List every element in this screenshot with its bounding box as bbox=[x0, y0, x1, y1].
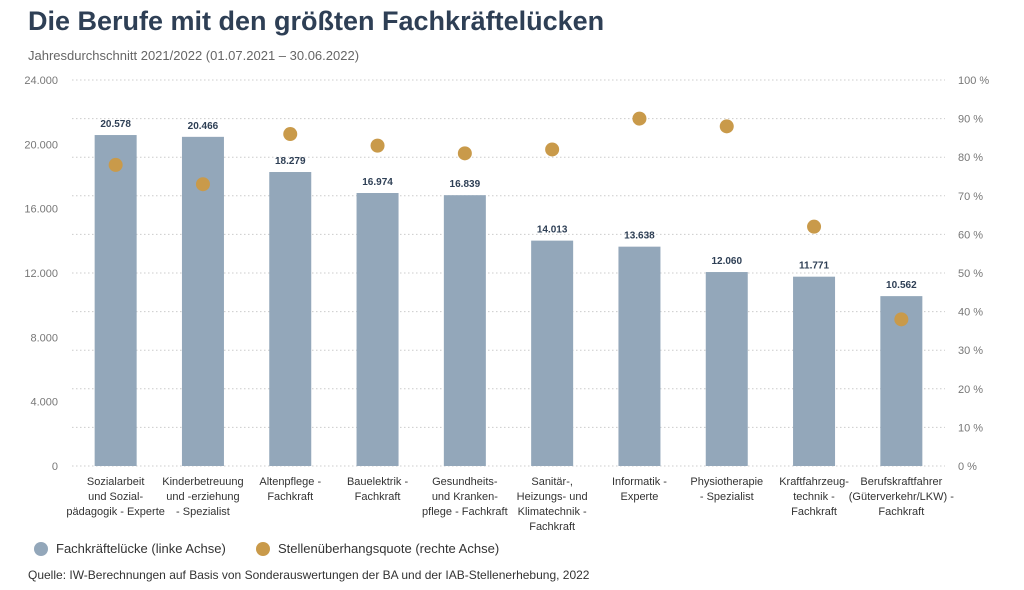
category-label: und Kranken- bbox=[432, 491, 498, 503]
category-label: - Spezialist bbox=[176, 506, 230, 518]
bar-value-label: 20.466 bbox=[188, 121, 219, 132]
category-label: Fachkraft bbox=[529, 521, 575, 533]
category-label: und -erziehung bbox=[166, 491, 239, 503]
chart-plot: 0 % 10 % 20 % 30 % 40 % 50 % 60 % 70 % 80 % 90 % 1… bbox=[24, 75, 989, 533]
category-label: (Güterverkehr/LKW) - bbox=[849, 491, 954, 503]
right-tick-label: 90 % bbox=[958, 114, 983, 126]
category-label: Sozialarbeit bbox=[87, 476, 144, 488]
chart-title: Die Berufe mit den größten Fachkräftelüc… bbox=[28, 6, 605, 36]
bar bbox=[356, 193, 399, 466]
category-label: Altenpflege - bbox=[259, 476, 321, 488]
right-tick-label: 100 % bbox=[958, 75, 989, 87]
bar-value-label: 13.638 bbox=[624, 231, 655, 242]
category-label: Fachkraft bbox=[791, 506, 837, 518]
category-label: und Sozial- bbox=[88, 491, 143, 503]
quota-dot bbox=[457, 146, 472, 161]
quota-dot bbox=[545, 142, 560, 157]
bar bbox=[181, 136, 224, 466]
category-label: Berufskraftfahrer bbox=[860, 476, 942, 488]
category-label: technik - bbox=[793, 491, 835, 503]
category-label: Experte bbox=[620, 491, 658, 503]
bar-value-label: 18.279 bbox=[275, 156, 306, 167]
left-tick-label: 4.000 bbox=[30, 397, 58, 409]
category-label: Sanitär-, bbox=[531, 476, 573, 488]
quota-dot bbox=[719, 119, 734, 134]
bar-value-label: 12.060 bbox=[711, 256, 742, 267]
left-tick-label: 20.000 bbox=[24, 139, 58, 151]
left-tick-label: 24.000 bbox=[24, 75, 58, 87]
quota-dot bbox=[108, 157, 123, 172]
category-label: Heizungs- und bbox=[517, 491, 588, 503]
bar bbox=[705, 272, 748, 466]
left-tick-label: 8.000 bbox=[30, 332, 58, 344]
bar bbox=[443, 195, 486, 467]
category-label: Bauelektrik - bbox=[347, 476, 408, 488]
right-tick-label: 80 % bbox=[958, 152, 983, 164]
left-tick-label: 12.000 bbox=[24, 268, 58, 280]
category-label: Fachkraft bbox=[355, 491, 401, 503]
legend-swatch-bars bbox=[34, 541, 48, 556]
bar bbox=[531, 240, 574, 466]
category-label: Kraftfahrzeug- bbox=[779, 476, 849, 488]
bar bbox=[94, 135, 137, 466]
category-label: pflege - Fachkraft bbox=[422, 506, 508, 518]
bar-value-label: 16.974 bbox=[362, 177, 393, 188]
category-label: Physiotherapie bbox=[690, 476, 763, 488]
category-label: Fachkraft bbox=[878, 506, 924, 518]
chart-subtitle: Jahresdurchschnitt 2021/2022 (01.07.2021… bbox=[28, 48, 360, 63]
quota-dot bbox=[195, 177, 210, 192]
legend-label-bars: Fachkräftelücke (linke Achse) bbox=[56, 541, 226, 556]
bar bbox=[618, 246, 661, 466]
right-tick-label: 40 % bbox=[958, 307, 983, 319]
left-tick-label: 0 bbox=[52, 461, 58, 473]
source-note: Quelle: IW-Berechnungen auf Basis von So… bbox=[28, 568, 590, 582]
legend-item-dots: Stellenüberhangsquote (rechte Achse) bbox=[256, 541, 499, 556]
bar-value-label: 11.771 bbox=[799, 261, 829, 272]
right-tick-label: 10 % bbox=[958, 422, 983, 434]
legend-swatch-dots bbox=[256, 541, 270, 556]
right-tick-label: 20 % bbox=[958, 384, 983, 396]
legend-label-dots: Stellenüberhangsquote (rechte Achse) bbox=[278, 541, 500, 556]
left-tick-label: 16.000 bbox=[24, 204, 58, 216]
right-tick-label: 30 % bbox=[958, 345, 983, 357]
quota-dot bbox=[894, 312, 909, 327]
bar-value-label: 14.013 bbox=[537, 225, 568, 236]
quota-dot bbox=[283, 127, 298, 142]
bar bbox=[793, 276, 836, 466]
category-label: Informatik - bbox=[612, 476, 667, 488]
quota-dot bbox=[632, 111, 647, 126]
bar bbox=[269, 172, 312, 466]
right-tick-label: 0 % bbox=[958, 461, 977, 473]
legend-item-bars: Fachkräftelücke (linke Achse) bbox=[34, 541, 226, 556]
category-label: Fachkraft bbox=[267, 491, 313, 503]
right-tick-label: 50 % bbox=[958, 268, 983, 280]
category-label: - Spezialist bbox=[700, 491, 754, 503]
category-label: Gesundheits- bbox=[432, 476, 498, 488]
category-label: pädagogik - Experte bbox=[66, 506, 164, 518]
right-tick-label: 60 % bbox=[958, 229, 983, 241]
bar-value-label: 20.578 bbox=[100, 119, 131, 130]
bar-value-label: 16.839 bbox=[450, 179, 481, 190]
bar-value-label: 10.562 bbox=[886, 280, 917, 291]
right-tick-label: 70 % bbox=[958, 191, 983, 203]
category-label: Kinderbetreuung bbox=[162, 476, 243, 488]
quota-dot bbox=[807, 219, 822, 234]
category-label: Klimatechnik - bbox=[518, 506, 587, 518]
quota-dot bbox=[370, 138, 385, 153]
